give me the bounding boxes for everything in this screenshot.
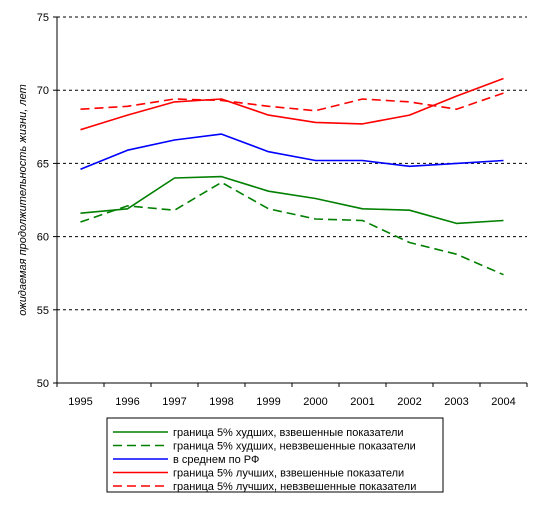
y-tick-label: 60 <box>37 232 49 244</box>
y-tick-label: 75 <box>37 12 49 24</box>
x-tick-label: 2002 <box>397 396 421 408</box>
y-axis-title: ожидаемая продолжительность жизни, лет <box>17 84 29 316</box>
series-lines <box>80 77 504 276</box>
series-line-2 <box>80 181 504 276</box>
y-tick-label: 50 <box>37 378 49 390</box>
series-line-5 <box>80 92 504 112</box>
x-tick-label: 2000 <box>303 396 327 408</box>
x-axis-ticks: 1995 1996 1997 1998 1999 2000 2001 2002 2003 2004 <box>56 383 528 408</box>
legend-label-4: граница 5% лучших, взвешенные показатели <box>173 468 404 480</box>
x-tick-label: 1996 <box>115 396 139 408</box>
x-tick-label: 2003 <box>444 396 468 408</box>
legend-label-3: в среднем по РФ <box>173 454 259 466</box>
x-tick-label: 2004 <box>491 396 515 408</box>
x-tick-label: 2001 <box>350 396 374 408</box>
x-tick-label: 1998 <box>209 396 233 408</box>
legend-label-2: граница 5% худших, невзвешенные показате… <box>173 441 416 453</box>
y-tick-label: 55 <box>37 305 49 317</box>
legend-label-1: граница 5% худших, взвешенные показатели <box>173 427 404 439</box>
legend: граница 5% худших, взвешенные показатели… <box>106 417 444 493</box>
y-axis-ticks: 50 55 60 65 70 75 <box>37 12 57 390</box>
series-line-1 <box>80 175 504 225</box>
axes <box>56 17 527 384</box>
x-tick-label: 1999 <box>256 396 280 408</box>
series-line-3 <box>80 133 504 171</box>
x-tick-label: 1995 <box>68 396 92 408</box>
legend-label-5: граница 5% лучших, невзвешенные показате… <box>173 481 416 493</box>
legend-box <box>106 417 444 493</box>
x-tick-label: 1997 <box>162 396 186 408</box>
y-tick-label: 70 <box>37 85 49 97</box>
y-tick-label: 65 <box>37 158 49 170</box>
grid-lines <box>57 16 527 311</box>
